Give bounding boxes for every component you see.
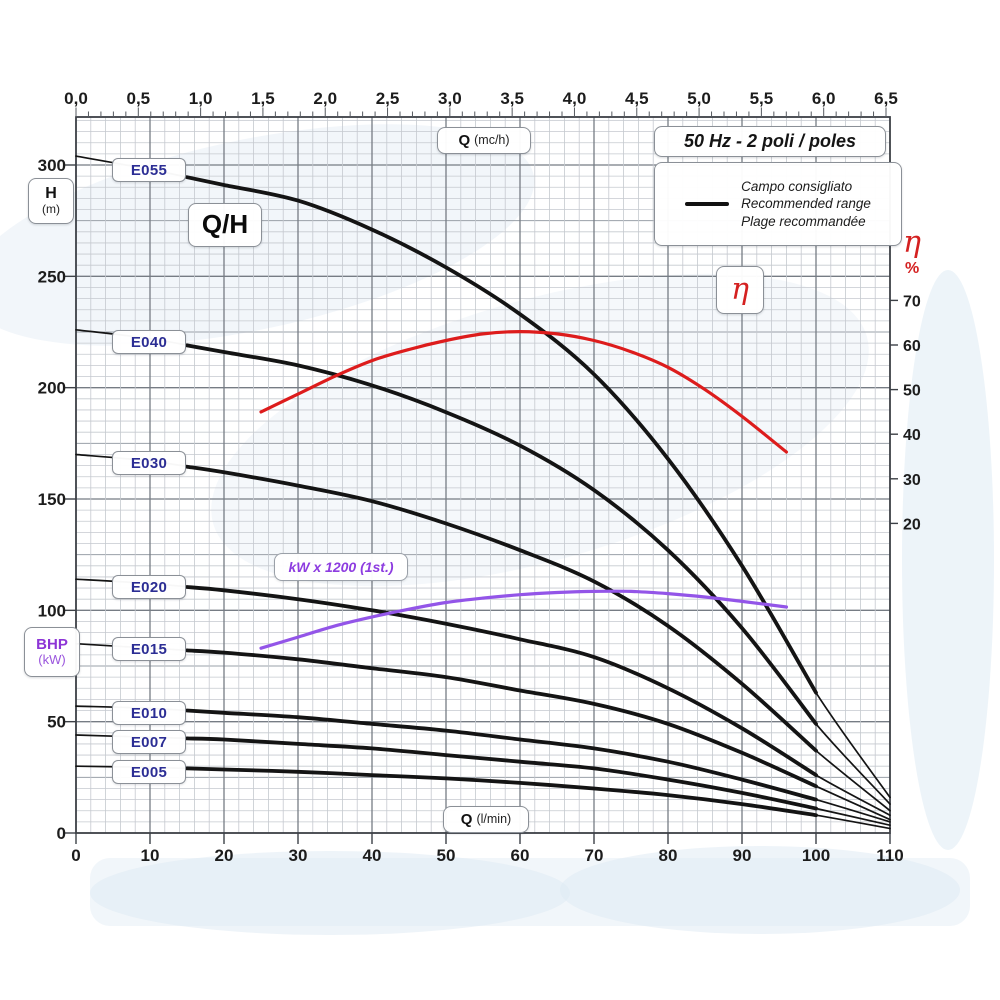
eta-axis-header: η %	[903, 228, 921, 277]
axis-tick-labels: 0,0 0,5 1,0 1,5 2,0 2,5 3,0 3,5 4,0 4,5 5,0 5,5 6,0 6…	[38, 89, 921, 865]
svg-text:30: 30	[903, 472, 921, 489]
svg-text:20: 20	[215, 846, 234, 865]
svg-text:5,0: 5,0	[687, 89, 711, 108]
efficiency-curve-tag: η	[731, 272, 749, 307]
q-top-axis-box: Q (mc/h)	[437, 127, 531, 154]
frequency-title: 50 Hz - 2 poli / poles	[683, 131, 857, 152]
legend-text-fr: Plage recommandée	[741, 213, 866, 229]
q-bottom-axis-unit: (l/min)	[476, 811, 512, 826]
svg-text:70: 70	[903, 293, 921, 310]
curve-label-E005: E005	[112, 760, 186, 784]
svg-text:110: 110	[876, 846, 903, 865]
top-ruler-ticks	[75, 107, 887, 117]
frequency-title-box: 50 Hz - 2 poli / poles	[654, 126, 886, 157]
svg-text:1,5: 1,5	[251, 89, 275, 108]
curve-label-E055: E055	[112, 158, 186, 182]
svg-text:0: 0	[57, 824, 66, 843]
svg-text:2,5: 2,5	[376, 89, 400, 108]
curve-E010-recommended	[185, 708, 818, 802]
power-curve-tag: kW x 1200 (1st.)	[274, 553, 408, 581]
svg-text:4,0: 4,0	[563, 89, 587, 108]
curve-label-E020: E020	[112, 575, 186, 599]
svg-text:30: 30	[289, 846, 308, 865]
plot-border	[75, 116, 891, 834]
svg-text:250: 250	[38, 267, 66, 286]
curve-label-E040: E040	[112, 330, 186, 354]
svg-text:100: 100	[802, 846, 830, 865]
curve-label-E030: E030	[112, 451, 186, 475]
svg-text:100: 100	[38, 601, 66, 620]
svg-text:90: 90	[733, 846, 752, 865]
svg-text:6,0: 6,0	[812, 89, 836, 108]
bhp-axis-label: BHP	[36, 636, 68, 654]
svg-text:60: 60	[903, 338, 921, 355]
curve-E005-recommended	[185, 766, 818, 818]
curve-E040-recommended	[185, 343, 818, 726]
curve-label-E010: E010	[112, 701, 186, 725]
svg-text:70: 70	[585, 846, 604, 865]
svg-text:60: 60	[511, 846, 530, 865]
svg-text:80: 80	[659, 846, 678, 865]
svg-text:200: 200	[38, 379, 66, 398]
svg-text:3,5: 3,5	[500, 89, 524, 108]
svg-text:0,0: 0,0	[64, 89, 88, 108]
svg-text:3,0: 3,0	[438, 89, 462, 108]
h-axis-label: H	[45, 185, 57, 203]
eta-axis-percent: %	[905, 260, 920, 277]
curve-label-E007: E007	[112, 730, 186, 754]
svg-text:0: 0	[71, 846, 80, 865]
curve-E055-recommended	[185, 175, 818, 695]
svg-text:150: 150	[38, 490, 66, 509]
q-bottom-axis-label: Q	[460, 810, 473, 828]
svg-text:300: 300	[38, 156, 66, 175]
svg-text:5,5: 5,5	[750, 89, 774, 108]
efficiency-curve	[259, 329, 788, 454]
axis-ticks	[63, 164, 898, 844]
svg-text:2,0: 2,0	[313, 89, 337, 108]
svg-text:20: 20	[903, 516, 921, 533]
qh-curve-title-box: Q/H	[188, 203, 262, 247]
efficiency-curve-tag-box: η	[716, 266, 764, 314]
q-top-axis-label: Q	[458, 131, 471, 149]
curve-label-E015: E015	[112, 637, 186, 661]
legend-text-it: Campo consigliato	[741, 178, 853, 194]
curve-E030-recommended	[185, 464, 818, 753]
watermark	[0, 124, 994, 935]
legend: Campo consigliato Recommended range Plag…	[654, 162, 902, 246]
bhp-axis-unit-box: BHP (kW)	[24, 627, 80, 677]
svg-text:50: 50	[437, 846, 456, 865]
q-bottom-axis-box: Q (l/min)	[443, 806, 529, 833]
legend-text-en: Recommended range	[741, 196, 871, 212]
pump-curves	[75, 155, 891, 830]
h-axis-unit: (m)	[42, 202, 60, 217]
svg-text:1,0: 1,0	[189, 89, 213, 108]
eta-axis-symbol: η	[903, 225, 921, 260]
svg-text:40: 40	[363, 846, 382, 865]
svg-text:4,5: 4,5	[625, 89, 649, 108]
svg-text:10: 10	[141, 846, 160, 865]
h-axis-unit-box: H (m)	[28, 178, 74, 224]
svg-text:0,5: 0,5	[126, 89, 150, 108]
curve-E020-recommended	[185, 585, 818, 777]
bhp-axis-unit: (kW)	[38, 652, 66, 668]
q-top-axis-unit: (mc/h)	[474, 132, 510, 147]
legend-line-sample	[685, 202, 730, 206]
svg-text:6,5: 6,5	[874, 89, 898, 108]
svg-text:50: 50	[47, 713, 66, 732]
svg-text:40: 40	[903, 427, 921, 444]
curve-E007-recommended	[185, 736, 818, 811]
curve-E015-recommended	[185, 648, 818, 789]
curve-E015	[75, 642, 891, 821]
power-curve	[259, 589, 788, 650]
qh-curve-title: Q/H	[201, 209, 249, 240]
svg-text:50: 50	[903, 383, 921, 400]
